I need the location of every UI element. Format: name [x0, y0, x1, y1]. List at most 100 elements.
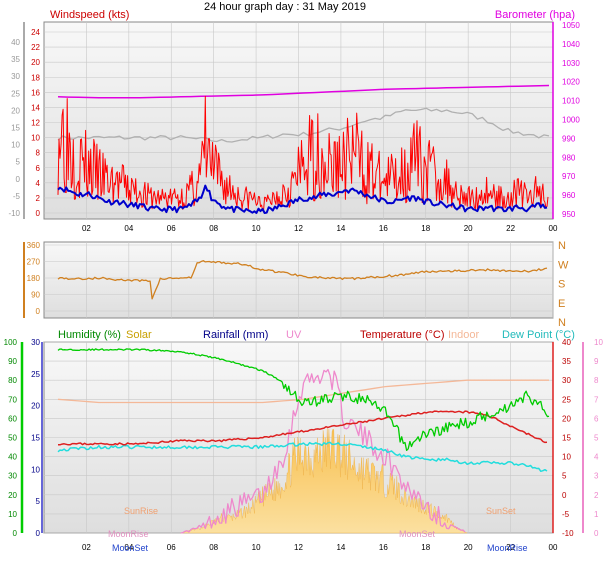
p1-x-tick-10: 10: [252, 224, 261, 233]
series-uv-line: [180, 368, 466, 534]
p1-left-tick-9: 6: [36, 164, 41, 173]
p3-uv-tick-9: 1: [594, 510, 599, 519]
p3-temp-tick-5: 5: [36, 497, 41, 506]
moonrise-label-1: MoonRise: [108, 529, 149, 539]
p1-right-tick-10: 950: [562, 210, 576, 219]
p3-right-tick-6: 10: [562, 453, 571, 462]
barometer-label: Barometer (hpa): [495, 9, 575, 21]
p1-left-tick-6: 12: [31, 119, 40, 128]
temperature-panel-axes: 1009080706050403020100302520151050403530…: [4, 338, 604, 552]
p3-uv-tick-3: 7: [594, 395, 599, 404]
p2-compass-tick-4: N: [558, 317, 566, 329]
p3-uv-tick-7: 3: [594, 472, 599, 481]
p3-temp-tick-3: 15: [31, 434, 40, 443]
p1-x-tick-12: 12: [294, 224, 303, 233]
p2-left-tick-0: 360: [27, 241, 41, 250]
wind-panel-grid: [44, 22, 554, 219]
legend-indoor: Indoor: [448, 329, 480, 341]
p1-left-tick-8: 8: [36, 149, 41, 158]
p3-x-tick-22: 22: [506, 543, 515, 552]
p3-humidity-tick-9: 10: [8, 510, 17, 519]
p1-x-tick-20: 20: [464, 224, 473, 233]
p3-right-tick-1: 35: [562, 357, 571, 366]
p3-temp-tick-6: 0: [36, 529, 41, 538]
p1-right-tick-8: 970: [562, 172, 576, 181]
p3-x-tick-04: 04: [124, 543, 133, 552]
legend-dewpoint: Dew Point (°C): [502, 329, 575, 341]
sunset-label: SunSet: [486, 506, 516, 516]
p3-right-tick-7: 5: [562, 472, 567, 481]
p1-left-tick-0: 24: [31, 28, 40, 37]
p3-x-tick-12: 12: [294, 543, 303, 552]
p1-outer-tick-3: 25: [11, 89, 20, 98]
p1-left-tick-3: 18: [31, 73, 40, 82]
p3-humidity-tick-5: 50: [8, 434, 17, 443]
p1-x-tick-14: 14: [336, 224, 345, 233]
p1-right-tick-5: 1000: [562, 116, 580, 125]
p3-uv-tick-0: 10: [594, 338, 603, 347]
p1-left-tick-4: 16: [31, 88, 40, 97]
p1-right-tick-6: 990: [562, 134, 576, 143]
p3-x-tick-18: 18: [421, 543, 430, 552]
p3-right-tick-5: 15: [562, 434, 571, 443]
p3-temp-tick-4: 10: [31, 465, 40, 474]
p1-outer-tick-6: 10: [11, 141, 20, 150]
p1-x-tick-22: 22: [506, 224, 515, 233]
p3-x-tick-16: 16: [379, 543, 388, 552]
direction-panel-series: [57, 260, 548, 300]
moonrise-label-2: MoonRise: [487, 543, 528, 553]
series-barometer-line: [57, 84, 550, 99]
legend-rainfall: Rainfall (mm): [203, 329, 268, 341]
p1-left-tick-2: 20: [31, 58, 40, 67]
p1-outer-tick-10: -10: [8, 209, 20, 218]
p1-left-tick-5: 14: [31, 103, 40, 112]
wind-panel-series: [57, 84, 550, 214]
legend-solar: Solar: [126, 329, 152, 341]
p3-humidity-tick-10: 0: [13, 529, 18, 538]
p1-x-tick-02: 02: [82, 224, 91, 233]
p1-outer-tick-9: -5: [13, 192, 21, 201]
p1-right-tick-3: 1020: [562, 78, 580, 87]
p3-uv-tick-1: 9: [594, 357, 599, 366]
p1-outer-tick-0: 40: [11, 38, 20, 47]
p1-outer-tick-7: 5: [16, 158, 21, 167]
p3-uv-tick-6: 4: [594, 453, 599, 462]
temperature-panel-grid: [44, 341, 554, 534]
p2-compass-tick-1: W: [558, 259, 569, 271]
p1-outer-tick-4: 20: [11, 106, 20, 115]
p1-right-tick-9: 960: [562, 191, 576, 200]
p3-humidity-tick-8: 20: [8, 491, 17, 500]
p1-x-tick-04: 04: [124, 224, 133, 233]
temperature-panel-series: [57, 348, 550, 534]
p3-x-tick-06: 06: [167, 543, 176, 552]
p1-right-tick-7: 980: [562, 153, 576, 162]
legend-humidity: Humidity (%): [58, 329, 121, 341]
p3-humidity-tick-0: 100: [4, 338, 18, 347]
p1-outer-tick-1: 35: [11, 55, 20, 64]
p3-right-tick-2: 30: [562, 376, 571, 385]
p3-temp-tick-0: 30: [31, 338, 40, 347]
series-grey-line: [57, 107, 550, 143]
p2-left-tick-4: 0: [36, 307, 41, 316]
windspeed-label: Windspeed (kts): [50, 9, 129, 21]
p1-outer-tick-5: 15: [11, 124, 20, 133]
p2-left-tick-3: 90: [31, 291, 40, 300]
moonset-label-1: MoonSet: [112, 543, 149, 553]
legend-uv: UV: [286, 329, 302, 341]
p3-right-tick-4: 20: [562, 414, 571, 423]
p3-temp-tick-2: 20: [31, 402, 40, 411]
p1-left-tick-12: 0: [36, 209, 41, 218]
p1-left-tick-1: 22: [31, 43, 40, 52]
p2-compass-tick-2: S: [558, 279, 565, 291]
p3-humidity-tick-7: 30: [8, 472, 17, 481]
p3-right-tick-3: 25: [562, 395, 571, 404]
p1-outer-tick-2: 30: [11, 72, 20, 81]
p1-right-tick-0: 1050: [562, 21, 580, 30]
series-solar-area: [180, 428, 468, 534]
direction-panel-grid: [44, 242, 554, 318]
p1-x-tick-18: 18: [421, 224, 430, 233]
p3-humidity-tick-1: 90: [8, 357, 17, 366]
p3-x-tick-14: 14: [336, 543, 345, 552]
p1-left-tick-11: 2: [36, 194, 41, 203]
